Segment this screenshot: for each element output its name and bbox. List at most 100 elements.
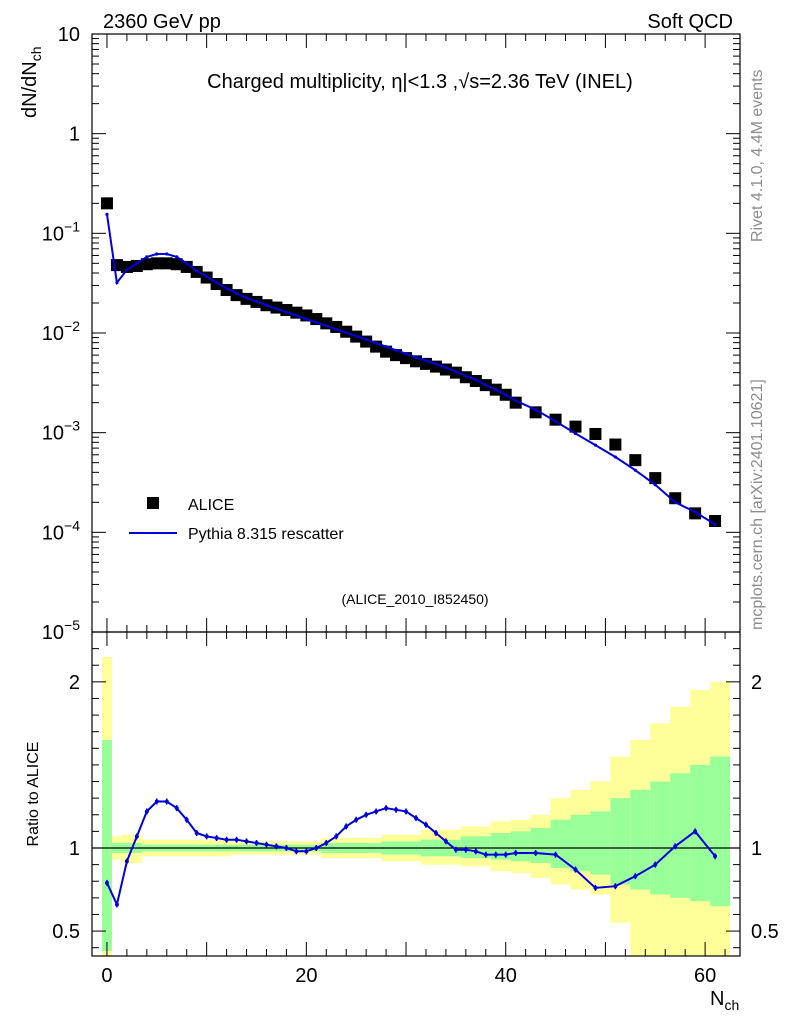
mc-point — [155, 252, 159, 256]
ratio-point — [374, 809, 379, 814]
ratio-curve — [106, 800, 716, 908]
ratio-point — [284, 846, 289, 850]
main-ytick-base: 10 — [42, 223, 64, 245]
ratio-point — [653, 862, 658, 867]
ratio-point — [154, 799, 159, 804]
data-point — [180, 260, 193, 273]
ratio-point — [613, 884, 618, 889]
mc-point — [234, 291, 239, 295]
main-title: Charged multiplicity, η|<1.3 ,√s=2.36 Te… — [207, 71, 633, 93]
mc-point — [205, 274, 209, 278]
ratio-point — [673, 844, 678, 849]
mc-point — [593, 443, 598, 447]
ratio-xtick-label: 20 — [295, 965, 317, 987]
mc-point — [175, 255, 179, 259]
mc-point — [115, 281, 119, 285]
uncertainty-band-inner — [590, 811, 611, 875]
mc-point — [673, 500, 677, 504]
ratio-point — [354, 817, 359, 822]
mc-point — [553, 419, 558, 423]
ratio-point — [493, 852, 498, 857]
main-ytick-label: 10−1 — [42, 218, 80, 245]
uncertainty-band-inner — [670, 773, 691, 898]
main-ytick-exponent: −4 — [64, 517, 80, 533]
mc-point — [274, 307, 279, 311]
analysis-tag: (ALICE_2010_I852450) — [341, 591, 488, 607]
ratio-point — [124, 859, 129, 864]
ratio-xtick-label: 40 — [495, 965, 517, 987]
ratio-point — [314, 846, 319, 850]
ratio-point — [194, 831, 199, 836]
ratio-ytick-label: 2 — [69, 672, 80, 694]
data-point — [130, 260, 143, 273]
main-ytick-base: 10 — [42, 423, 64, 445]
main-ytick-base: 10 — [42, 622, 64, 644]
ratio-point — [553, 852, 558, 857]
main-ytick-exponent: −2 — [64, 318, 80, 334]
mc-point — [474, 378, 478, 382]
main-ytick-exponent: −5 — [64, 617, 80, 633]
data-point — [100, 197, 113, 210]
ratio-ticks: 0.5 0.51 12 20 20 40 60 — [52, 632, 779, 987]
mc-point — [484, 383, 488, 387]
main-ytick-base: 10 — [42, 522, 64, 544]
ratio-point — [204, 834, 209, 839]
data-point — [589, 427, 602, 440]
ratio-ytick-label: 0.5 — [52, 921, 80, 943]
uncertainty-band-inner — [610, 798, 631, 885]
ratio-point — [334, 834, 339, 839]
main-ytick-base: 1 — [69, 124, 80, 146]
ratio-point — [633, 874, 638, 879]
data-point — [120, 260, 133, 273]
ratio-point — [174, 806, 179, 811]
legend-data-marker — [147, 497, 159, 509]
main-marks — [100, 197, 722, 527]
mc-point — [573, 431, 578, 436]
ratio-point — [384, 806, 389, 811]
energy-label: 2360 GeV pp — [103, 11, 221, 33]
uncertainty-band-inner — [101, 740, 112, 952]
mc-point — [324, 324, 328, 328]
mc-point — [364, 337, 368, 342]
mc-point — [195, 269, 199, 273]
ratio-point — [254, 841, 259, 846]
uncertainty-band-inner — [550, 819, 571, 868]
ratio-point — [713, 854, 718, 859]
ratio-panel: 0.5 0.51 12 20 20 40 60 Ratio to ALICE Nch — [25, 631, 779, 1013]
uncertainty-band-inner — [630, 789, 651, 890]
uncertainty-band-inner — [690, 764, 711, 902]
main-ytick-label: 10−5 — [42, 617, 80, 644]
main-ytick-label: 10−3 — [42, 418, 80, 445]
ratio-point — [164, 799, 169, 804]
ratio-point — [573, 867, 578, 872]
ratio-point — [104, 880, 109, 885]
data-point — [150, 257, 163, 270]
ratio-ytick-label-right: 1 — [751, 838, 762, 860]
ratio-frame — [91, 631, 741, 957]
ratio-xtick-label: 0 — [101, 965, 112, 987]
mc-point — [384, 345, 388, 349]
ratio-point — [274, 844, 279, 849]
mc-point — [284, 310, 288, 314]
ratio-point — [114, 902, 119, 907]
ratio-point — [463, 847, 468, 852]
ratio-point — [324, 841, 329, 846]
mc-point — [693, 510, 697, 514]
uncertainty-band-inner — [510, 831, 531, 862]
ratio-point — [364, 812, 369, 817]
ratio-ylabel: Ratio to ALICE — [25, 742, 42, 847]
mc-point — [494, 388, 498, 392]
uncertainty-band-inner — [490, 833, 511, 860]
ratio-point — [433, 831, 438, 836]
data-point — [170, 258, 183, 271]
main-ytick-exponent: −3 — [64, 418, 80, 434]
mc-point — [185, 261, 189, 265]
mc-point — [254, 299, 259, 304]
svg-text:dN/dNch: dN/dNch — [19, 47, 44, 119]
ratio-point — [453, 847, 458, 852]
uncertainty-band-inner — [570, 814, 591, 872]
mc-point — [374, 341, 378, 345]
ratio-point — [473, 849, 478, 854]
mc-point — [713, 522, 717, 527]
